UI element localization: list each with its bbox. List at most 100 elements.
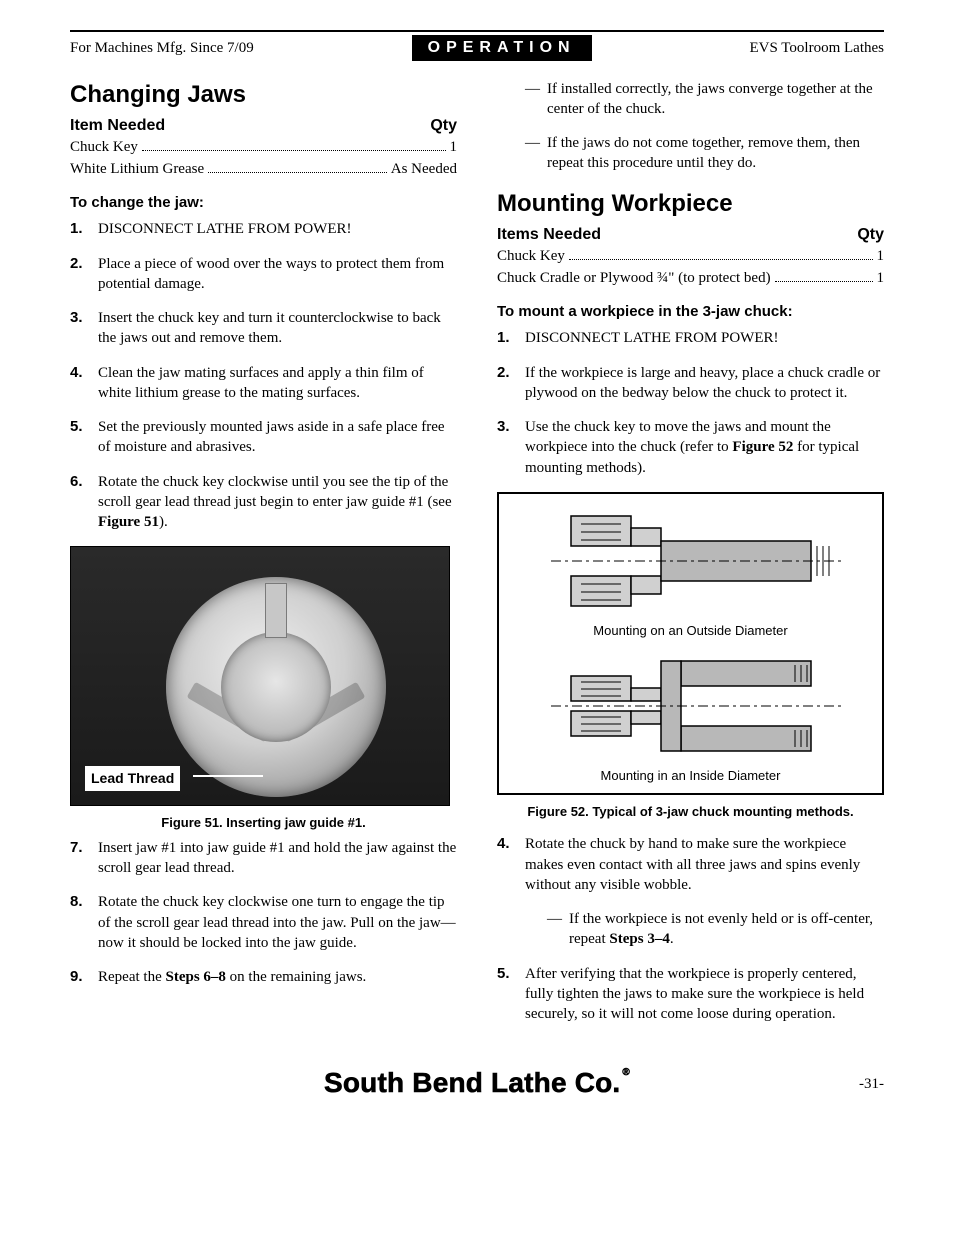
footer-brand: South Bend Lathe Co.® (324, 1064, 630, 1102)
dash-icon: — (525, 133, 547, 174)
step-num: 5. (497, 964, 525, 984)
step-item: 3.Insert the chuck key and turn it count… (70, 308, 457, 349)
left-column: Changing Jaws Item Needed Qty Chuck Key … (70, 79, 457, 1039)
item-label: Chuck Key (70, 137, 138, 157)
figure-51-caption: Figure 51. Inserting jaw guide #1. (70, 814, 457, 832)
step-item: 2.Place a piece of wood over the ways to… (70, 254, 457, 295)
figure-51: Lead Thread Figure 51. Inserting jaw gui… (70, 546, 457, 832)
jaw (265, 583, 287, 638)
item-qty: 1 (877, 268, 885, 288)
header-left: For Machines Mfg. Since 7/09 (70, 38, 254, 58)
mounting-workpiece-title: Mounting Workpiece (497, 188, 884, 220)
item-label: White Lithium Grease (70, 159, 204, 179)
item-row: Chuck Key 1 (497, 246, 884, 266)
change-jaw-subhead: To change the jaw: (70, 193, 457, 213)
install-note: —If installed correctly, the jaws conver… (525, 79, 884, 120)
step-tail: on the remaining jaws. (226, 969, 366, 985)
outside-diameter-label: Mounting on an Outside Diameter (511, 622, 870, 640)
item-row: Chuck Key 1 (70, 137, 457, 157)
step-body: Repeat the Steps 6–8 on the remaining ja… (98, 967, 457, 987)
step-item: 1.DISCONNECT LATHE FROM POWER! (70, 219, 457, 239)
change-jaw-steps-2: 7.Insert jaw #1 into jaw guide #1 and ho… (70, 838, 457, 988)
note-text: If installed correctly, the jaws converg… (547, 79, 884, 120)
mount-steps: 1.DISCONNECT LATHE FROM POWER! 2.If the … (497, 328, 884, 478)
changing-jaws-title: Changing Jaws (70, 79, 457, 111)
step-body: Insert the chuck key and turn it counter… (98, 308, 457, 349)
step-item: 8.Rotate the chuck key clockwise one tur… (70, 892, 457, 953)
step-num: 2. (497, 363, 525, 383)
install-note: —If the jaws do not come together, remov… (525, 133, 884, 174)
items-needed-header: Items Needed Qty (497, 224, 884, 246)
change-jaw-steps: 1.DISCONNECT LATHE FROM POWER! 2.Place a… (70, 219, 457, 532)
item-label: Chuck Key (497, 246, 565, 266)
step-num: 1. (70, 219, 98, 239)
step-body: Set the previously mounted jaws aside in… (98, 417, 457, 458)
step-body: DISCONNECT LATHE FROM POWER! (525, 328, 884, 348)
items-needed-header: Item Needed Qty (70, 115, 457, 137)
step-num: 7. (70, 838, 98, 858)
figure-51-image: Lead Thread (70, 546, 450, 806)
step-item: 5.After verifying that the workpiece is … (497, 964, 884, 1025)
header-center: OPERATION (412, 35, 592, 61)
step-body: Rotate the chuck by hand to make sure th… (525, 834, 884, 895)
step-num: 2. (70, 254, 98, 274)
step-num: 6. (70, 472, 98, 492)
step-num: 8. (70, 892, 98, 912)
step-item: 5.Set the previously mounted jaws aside … (70, 417, 457, 458)
chuck-inner (221, 632, 331, 742)
step-text: Repeat the (98, 969, 165, 985)
step-body: Place a piece of wood over the ways to p… (98, 254, 457, 295)
step-body: Rotate the chuck key clockwise one turn … (98, 892, 457, 953)
page-footer: South Bend Lathe Co.® -31- (70, 1064, 884, 1102)
right-column: —If installed correctly, the jaws conver… (497, 79, 884, 1039)
step-body: Clean the jaw mating surfaces and apply … (98, 363, 457, 404)
lead-pointer (193, 775, 263, 777)
mount-steps-3: 5.After verifying that the workpiece is … (497, 964, 884, 1025)
top-rule (70, 30, 884, 32)
inside-diameter-label: Mounting in an Inside Diameter (511, 767, 870, 785)
dash-icon: — (547, 909, 569, 950)
step-item: 2.If the workpiece is large and heavy, p… (497, 363, 884, 404)
dot-leader (569, 248, 873, 260)
two-column-layout: Changing Jaws Item Needed Qty Chuck Key … (70, 79, 884, 1039)
step-body: Insert jaw #1 into jaw guide #1 and hold… (98, 838, 457, 879)
step-body: Rotate the chuck key clockwise until you… (98, 472, 457, 533)
step-item: 4.Rotate the chuck by hand to make sure … (497, 834, 884, 895)
item-qty: As Needed (391, 159, 457, 179)
qty-label: Qty (430, 115, 457, 137)
steps-ref: Steps 3–4 (609, 931, 669, 947)
figure-52-caption: Figure 52. Typical of 3-jaw chuck mounti… (497, 803, 884, 821)
dot-leader (208, 161, 387, 173)
step-body: After verifying that the workpiece is pr… (525, 964, 884, 1025)
step-num: 4. (70, 363, 98, 383)
note-text: If the workpiece is not evenly held or i… (569, 909, 884, 950)
inside-diameter-diagram (541, 651, 841, 761)
step-num: 3. (497, 417, 525, 437)
fig52-ref: Figure 52 (732, 439, 793, 455)
step-num: 9. (70, 967, 98, 987)
mount-steps-2: 4.Rotate the chuck by hand to make sure … (497, 834, 884, 895)
step-item: 1.DISCONNECT LATHE FROM POWER! (497, 328, 884, 348)
step-body: Use the chuck key to move the jaws and m… (525, 417, 884, 478)
step-item: 6.Rotate the chuck key clockwise until y… (70, 472, 457, 533)
item-qty: 1 (877, 246, 885, 266)
qty-label: Qty (857, 224, 884, 246)
step-item: 4.Clean the jaw mating surfaces and appl… (70, 363, 457, 404)
step-item: 9.Repeat the Steps 6–8 on the remaining … (70, 967, 457, 987)
item-label: Chuck Cradle or Plywood ¾" (to protect b… (497, 268, 771, 288)
note-post: . (670, 931, 674, 947)
header-right: EVS Toolroom Lathes (749, 38, 884, 58)
item-needed-label: Item Needed (70, 115, 165, 137)
step-num: 4. (497, 834, 525, 854)
outside-diameter-diagram (541, 506, 841, 616)
fig51-ref: Figure 51 (98, 514, 159, 530)
mount-subhead: To mount a workpiece in the 3-jaw chuck: (497, 302, 884, 322)
item-row: White Lithium Grease As Needed (70, 159, 457, 179)
step-tail: ). (159, 514, 168, 530)
note-text: If the jaws do not come together, remove… (547, 133, 884, 174)
substep-note: —If the workpiece is not evenly held or … (547, 909, 884, 950)
step-body: If the workpiece is large and heavy, pla… (525, 363, 884, 404)
page-number: -31- (859, 1074, 884, 1094)
dash-icon: — (525, 79, 547, 120)
lead-thread-label: Lead Thread (85, 766, 180, 791)
